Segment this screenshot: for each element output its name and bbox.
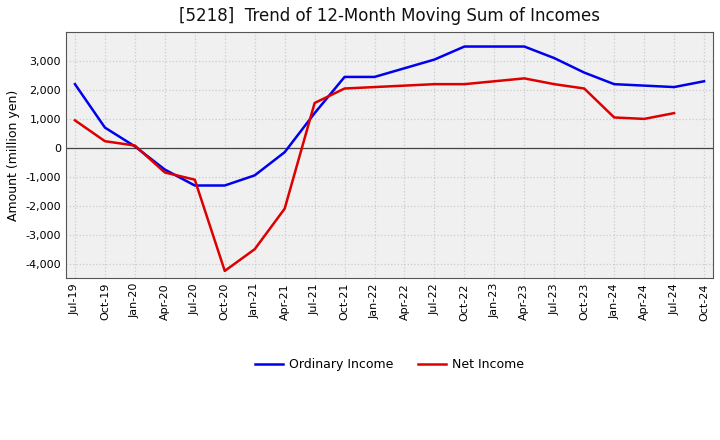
Net Income	[430, 81, 438, 87]
Net Income	[220, 268, 229, 274]
Net Income	[460, 81, 469, 87]
Line: Ordinary Income: Ordinary Income	[75, 47, 704, 186]
Net Income	[161, 170, 169, 175]
Net Income	[610, 115, 618, 120]
Title: [5218]  Trend of 12-Month Moving Sum of Incomes: [5218] Trend of 12-Month Moving Sum of I…	[179, 7, 600, 25]
Net Income	[550, 81, 559, 87]
Ordinary Income	[400, 66, 409, 71]
Net Income	[71, 118, 79, 123]
Net Income	[251, 246, 259, 252]
Ordinary Income	[370, 74, 379, 80]
Ordinary Income	[490, 44, 499, 49]
Ordinary Income	[550, 55, 559, 61]
Ordinary Income	[341, 74, 349, 80]
Ordinary Income	[430, 57, 438, 62]
Ordinary Income	[161, 167, 169, 172]
Ordinary Income	[130, 144, 139, 149]
Net Income	[640, 116, 649, 121]
Ordinary Income	[280, 150, 289, 155]
Net Income	[370, 84, 379, 90]
Net Income	[310, 100, 319, 106]
Legend: Ordinary Income, Net Income: Ordinary Income, Net Income	[250, 353, 529, 376]
Ordinary Income	[670, 84, 678, 90]
Net Income	[580, 86, 588, 91]
Ordinary Income	[610, 81, 618, 87]
Ordinary Income	[310, 110, 319, 116]
Net Income	[400, 83, 409, 88]
Net Income	[341, 86, 349, 91]
Y-axis label: Amount (million yen): Amount (million yen)	[7, 89, 20, 221]
Net Income	[280, 206, 289, 211]
Ordinary Income	[251, 173, 259, 178]
Ordinary Income	[520, 44, 528, 49]
Line: Net Income: Net Income	[75, 78, 674, 271]
Ordinary Income	[71, 81, 79, 87]
Net Income	[101, 139, 109, 144]
Net Income	[520, 76, 528, 81]
Ordinary Income	[640, 83, 649, 88]
Net Income	[670, 110, 678, 116]
Net Income	[130, 143, 139, 148]
Net Income	[191, 177, 199, 182]
Ordinary Income	[580, 70, 588, 75]
Ordinary Income	[191, 183, 199, 188]
Ordinary Income	[220, 183, 229, 188]
Net Income	[490, 79, 499, 84]
Ordinary Income	[700, 79, 708, 84]
Ordinary Income	[101, 125, 109, 130]
Ordinary Income	[460, 44, 469, 49]
